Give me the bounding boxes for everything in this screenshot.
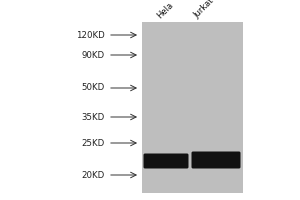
Text: 90KD: 90KD xyxy=(82,50,105,60)
Text: Hela: Hela xyxy=(156,0,176,20)
Text: 25KD: 25KD xyxy=(82,138,105,148)
Text: 50KD: 50KD xyxy=(82,84,105,92)
Text: 20KD: 20KD xyxy=(82,170,105,180)
Bar xyxy=(142,22,243,193)
FancyBboxPatch shape xyxy=(143,154,188,168)
FancyBboxPatch shape xyxy=(191,152,241,168)
Text: 35KD: 35KD xyxy=(82,112,105,121)
Text: Jurkat: Jurkat xyxy=(192,0,215,20)
Text: 120KD: 120KD xyxy=(76,30,105,40)
